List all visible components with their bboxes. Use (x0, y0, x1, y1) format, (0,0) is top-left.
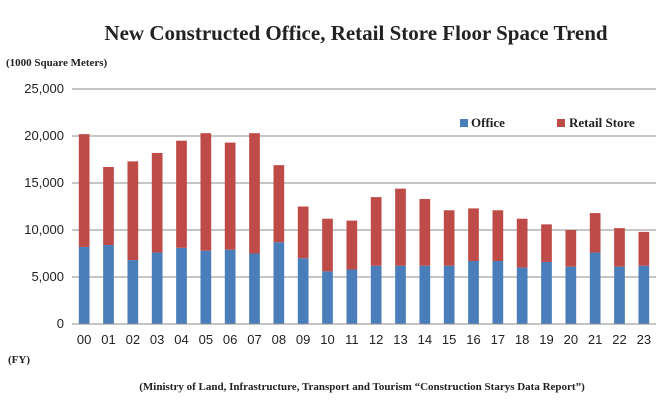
bar-retail-store (78, 134, 90, 247)
legend-label-retail-store: Retail Store (569, 115, 635, 130)
x-tick-label: 19 (539, 332, 553, 347)
bar-retail-store (346, 220, 358, 270)
x-tick-label: 21 (588, 332, 602, 347)
x-tick-label: 08 (272, 332, 286, 347)
source-note: (Ministry of Land, Infrastructure, Trans… (139, 381, 585, 393)
bar-office (200, 250, 212, 324)
x-tick-label: 12 (369, 332, 383, 347)
bar-retail-store (273, 165, 285, 243)
gridlines (72, 88, 656, 278)
x-tick-label: 04 (174, 332, 188, 347)
bar-retail-store (468, 208, 479, 262)
bar-office (419, 265, 431, 324)
bar-retail-store (516, 218, 528, 268)
legend-swatch-office (460, 119, 468, 127)
bar-office (614, 266, 625, 324)
bar-office (151, 252, 163, 324)
legend-swatch-retail-store (557, 119, 565, 127)
x-tick-label: 05 (199, 332, 213, 347)
bar-retail-store (249, 133, 260, 254)
bar-office (370, 265, 382, 324)
bar-retail-store (614, 228, 625, 267)
bar-retail-store (224, 142, 236, 250)
bar-office (492, 261, 504, 324)
x-tick-labels: 00 01 02 03 04 05 06 07 08 09 10 11 12 13 14 15 16 17 18 19… (77, 332, 651, 347)
x-tick-label: 00 (77, 332, 91, 347)
bar-office (176, 247, 187, 324)
x-tick-label: 22 (612, 332, 626, 347)
x-tick-label: 18 (515, 332, 529, 347)
x-tick-label: 02 (126, 332, 140, 347)
y-tick-label: 10,000 (24, 222, 64, 237)
bar-retail-store (127, 161, 139, 261)
x-tick-label: 10 (320, 332, 334, 347)
bar-retail-store (297, 206, 309, 259)
bar-retail-store (151, 152, 163, 253)
x-tick-label: 16 (466, 332, 480, 347)
bar-retail-store (541, 224, 552, 262)
bar-office (127, 260, 139, 324)
bar-office (273, 242, 285, 324)
x-tick-label: 11 (345, 332, 359, 347)
bar-office (346, 269, 358, 324)
y-tick-label: 15,000 (24, 175, 64, 190)
bar-office (322, 271, 333, 324)
legend: Office Retail Store (460, 115, 635, 130)
y-tick-labels: 0 5,000 10,000 15,000 20,000 25,000 (24, 81, 64, 331)
bar-office (224, 249, 236, 324)
bar-retail-store (638, 231, 650, 266)
bar-office (638, 265, 650, 324)
bar-office (297, 258, 309, 324)
chart-title: New Constructed Office, Retail Store Flo… (104, 21, 607, 45)
x-tick-label: 01 (101, 332, 115, 347)
bar-retail-store (419, 198, 431, 266)
bar-office (589, 252, 601, 324)
bar-office (249, 253, 260, 324)
bar-office (516, 267, 528, 324)
y-tick-label: 5,000 (31, 269, 64, 284)
bar-office (78, 246, 90, 324)
bar-office (103, 245, 114, 324)
bar-retail-store (103, 167, 114, 246)
bar-retail-store (565, 230, 577, 267)
bar-office (565, 266, 577, 324)
x-tick-label: 14 (418, 332, 432, 347)
x-tick-label: 23 (637, 332, 651, 347)
x-tick-label: 13 (393, 332, 407, 347)
y-axis-label: (1000 Square Meters) (6, 57, 108, 69)
bar-retail-store (370, 197, 382, 266)
x-tick-label: 15 (442, 332, 456, 347)
bar-retail-store (322, 218, 333, 272)
x-tick-label: 20 (564, 332, 578, 347)
x-tick-label: 06 (223, 332, 237, 347)
bar-retail-store (492, 210, 504, 262)
bars (78, 133, 650, 324)
y-tick-label: 25,000 (24, 81, 64, 96)
x-tick-label: 03 (150, 332, 164, 347)
bar-retail-store (589, 213, 601, 253)
bar-office (443, 265, 455, 324)
x-tick-label: 09 (296, 332, 310, 347)
bar-office (395, 265, 406, 324)
bar-retail-store (443, 210, 455, 266)
y-tick-label: 20,000 (24, 128, 64, 143)
x-tick-label: 07 (247, 332, 261, 347)
bar-office (541, 261, 552, 324)
bar-retail-store (200, 133, 212, 251)
x-axis-label: (FY) (8, 354, 30, 366)
y-tick-label: 0 (57, 316, 64, 331)
bar-retail-store (395, 188, 406, 266)
legend-label-office: Office (471, 115, 505, 130)
x-tick-label: 17 (491, 332, 505, 347)
bar-retail-store (176, 140, 187, 248)
bar-office (468, 261, 479, 324)
